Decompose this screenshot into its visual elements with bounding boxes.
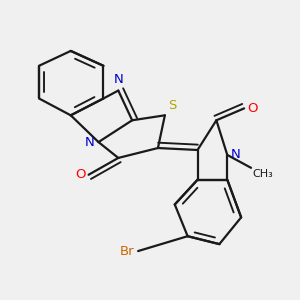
Text: N: N: [231, 148, 241, 161]
Text: Br: Br: [120, 244, 134, 258]
Text: CH₃: CH₃: [253, 169, 273, 179]
Text: N: N: [84, 136, 94, 148]
Text: O: O: [247, 102, 258, 115]
Text: S: S: [168, 99, 176, 112]
Text: N: N: [113, 73, 123, 86]
Text: O: O: [76, 168, 86, 181]
